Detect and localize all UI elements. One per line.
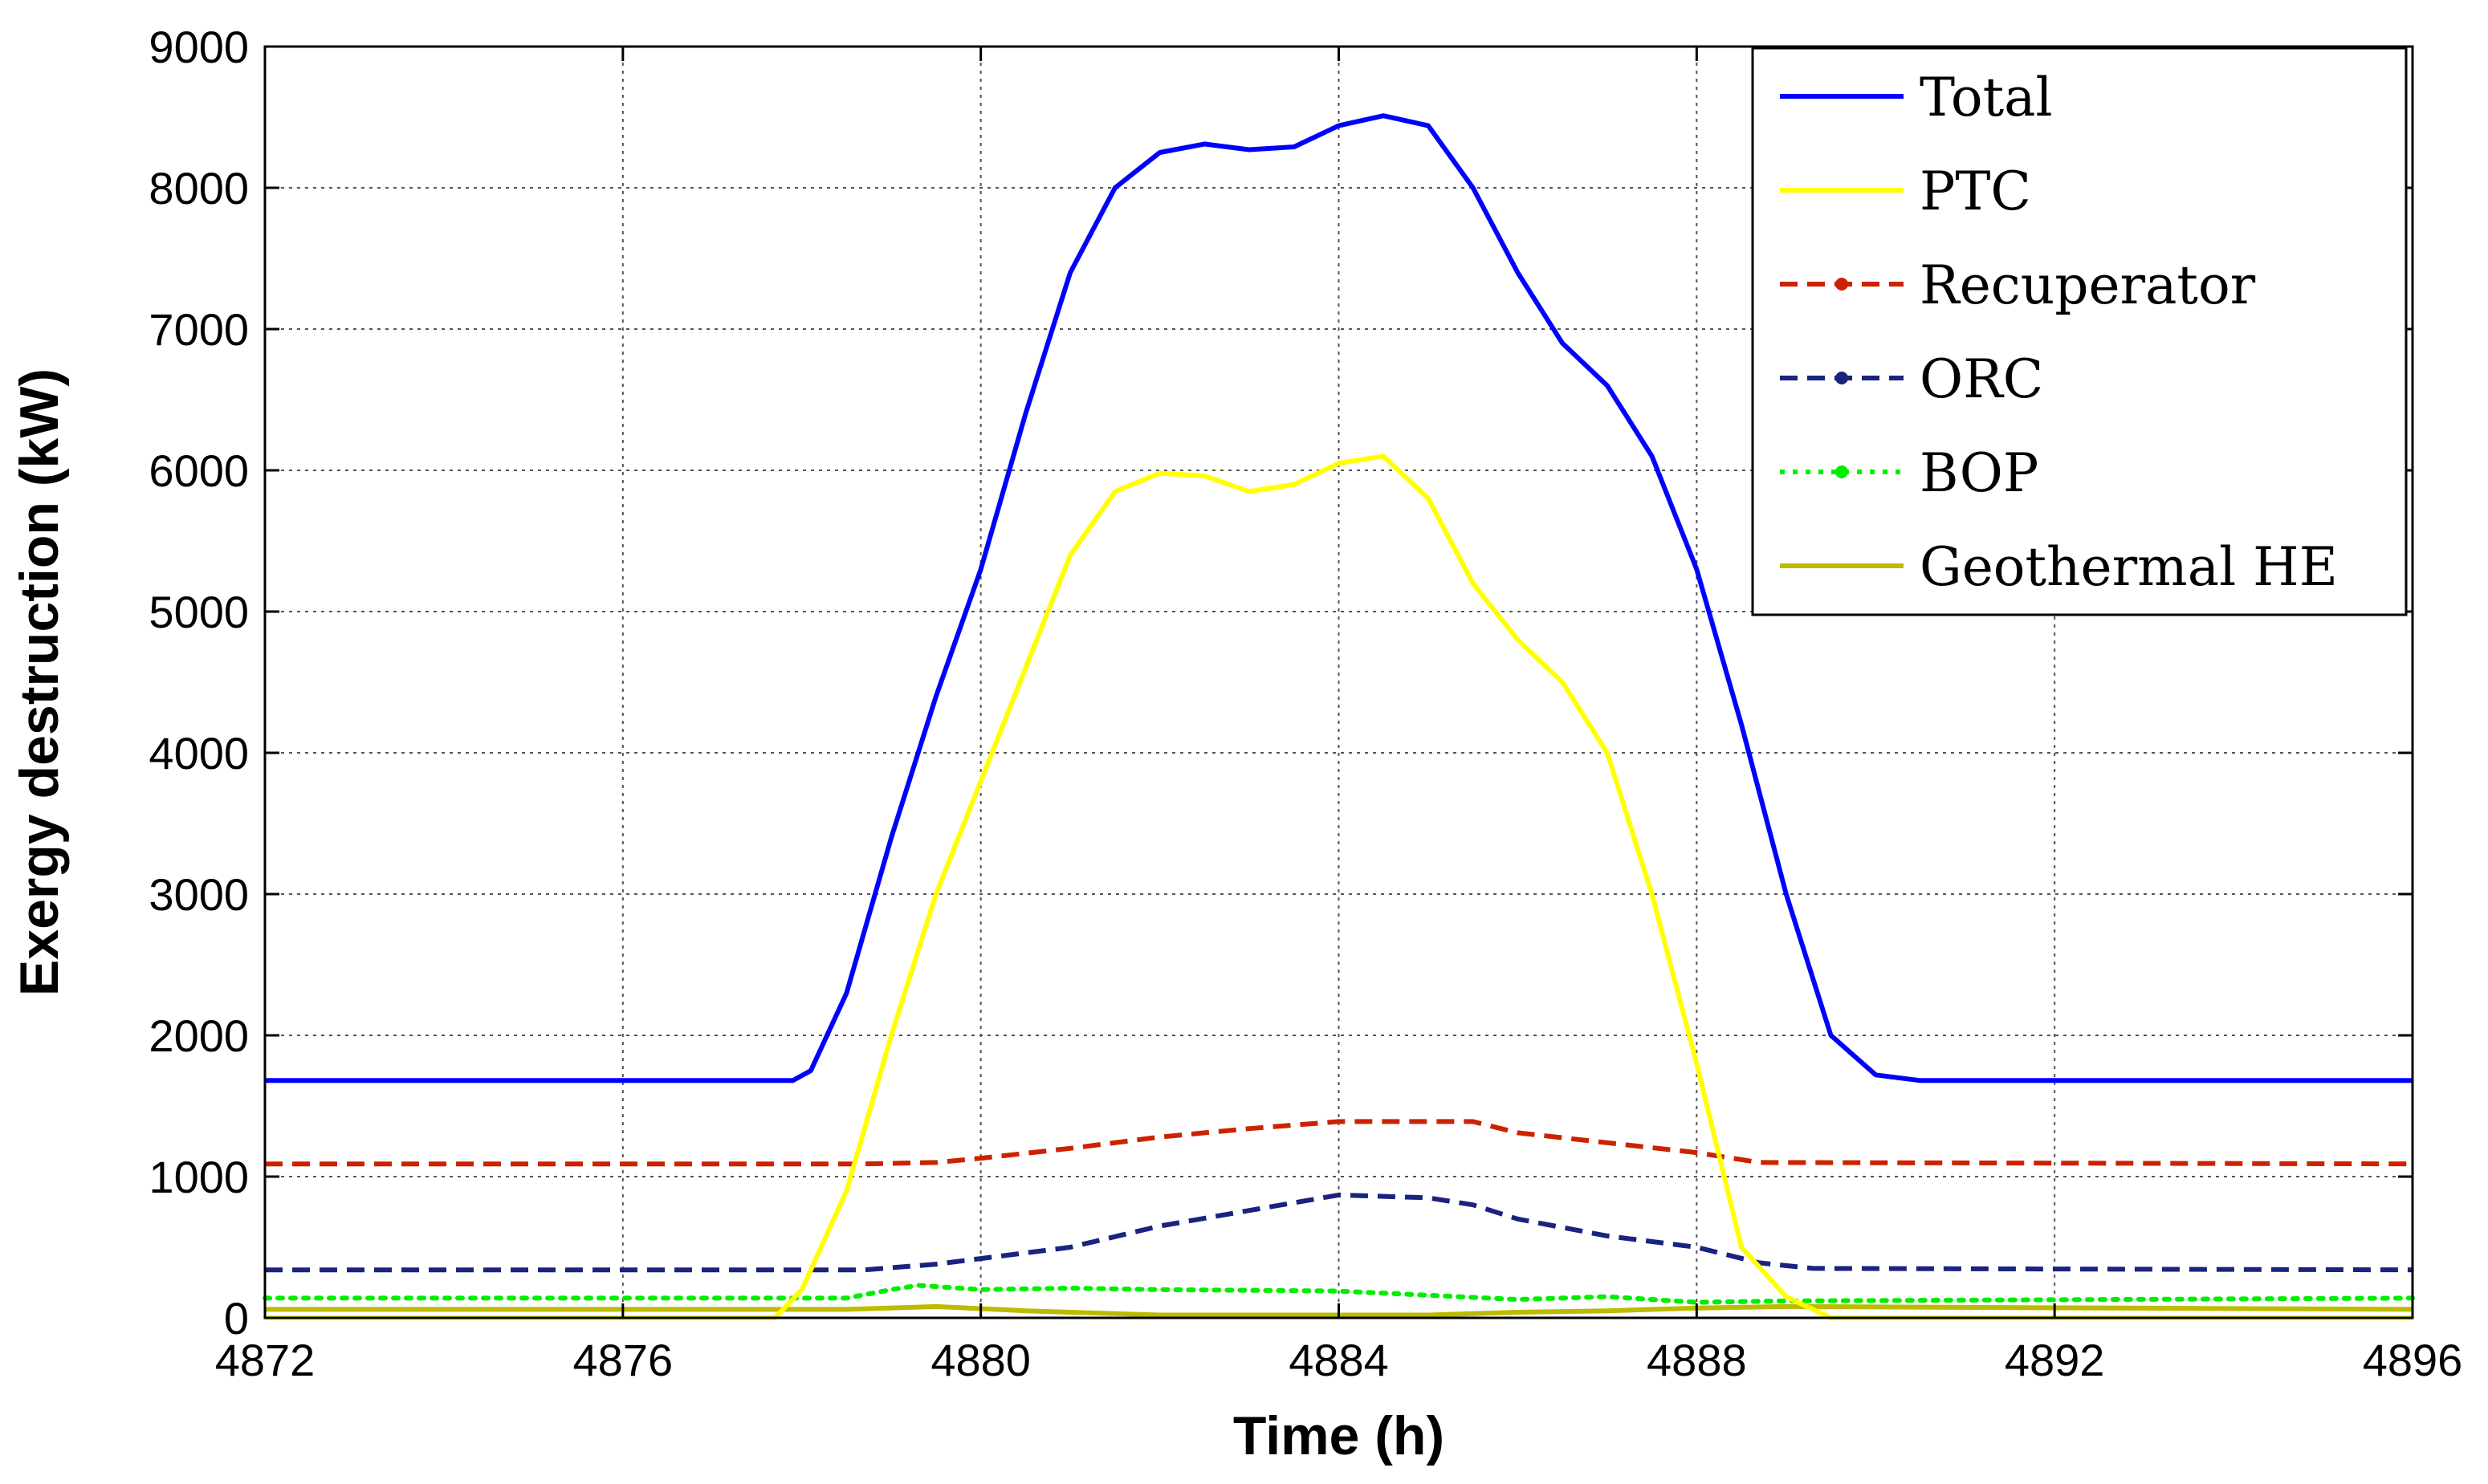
x-tick-label: 4884 bbox=[1289, 1335, 1389, 1385]
series-group bbox=[263, 113, 2415, 1320]
series-line-recuperator bbox=[265, 1119, 2413, 1167]
series-line-ptc bbox=[265, 453, 2413, 1320]
legend-box bbox=[1751, 47, 2408, 616]
legend-label: BOP bbox=[1920, 442, 2038, 504]
legend-marker bbox=[1835, 466, 1848, 478]
x-tick-label: 4872 bbox=[215, 1335, 316, 1385]
series-line-bop bbox=[263, 1283, 2415, 1305]
legend-label: ORC bbox=[1920, 348, 2043, 410]
series-line-geothermal-he bbox=[265, 1303, 2413, 1318]
legend-label: Geothermal HE bbox=[1920, 536, 2338, 598]
y-tick-label: 9000 bbox=[149, 22, 249, 72]
x-tick-label: 4896 bbox=[2363, 1335, 2463, 1385]
y-tick-label: 2000 bbox=[149, 1010, 249, 1061]
y-tick-label: 8000 bbox=[149, 163, 249, 213]
x-tick-label: 4880 bbox=[930, 1335, 1031, 1385]
grid bbox=[265, 47, 2413, 1318]
legend-marker bbox=[1835, 278, 1848, 291]
x-tick-label: 4892 bbox=[2005, 1335, 2105, 1385]
x-tick-label: 4876 bbox=[573, 1335, 674, 1385]
series-line-total bbox=[265, 113, 2413, 1084]
x-axis-title: Time (h) bbox=[1233, 1405, 1444, 1466]
legend-marker bbox=[1835, 372, 1848, 384]
y-axis-title: Exergy destruction (kW) bbox=[9, 368, 70, 996]
legend-label: Total bbox=[1920, 67, 2053, 128]
legend: Total PTC Recuperator ORC BOP Geothermal HE bbox=[1751, 47, 2408, 616]
legend-label: Recuperator bbox=[1920, 254, 2256, 316]
y-tick-label: 0 bbox=[224, 1293, 249, 1344]
series-line-orc bbox=[265, 1192, 2413, 1273]
axis-ticks: 4872 4876 4880 4884 4888 4892 4896 0 1000 2000 300… bbox=[149, 22, 2462, 1385]
y-tick-label: 3000 bbox=[149, 869, 249, 920]
y-tick-label: 6000 bbox=[149, 445, 249, 496]
y-tick-label: 5000 bbox=[149, 587, 249, 637]
x-tick-label: 4888 bbox=[1647, 1335, 1747, 1385]
legend-label: PTC bbox=[1920, 161, 2031, 222]
y-tick-label: 7000 bbox=[149, 304, 249, 355]
y-tick-label: 4000 bbox=[149, 728, 249, 779]
y-tick-label: 1000 bbox=[149, 1152, 249, 1202]
